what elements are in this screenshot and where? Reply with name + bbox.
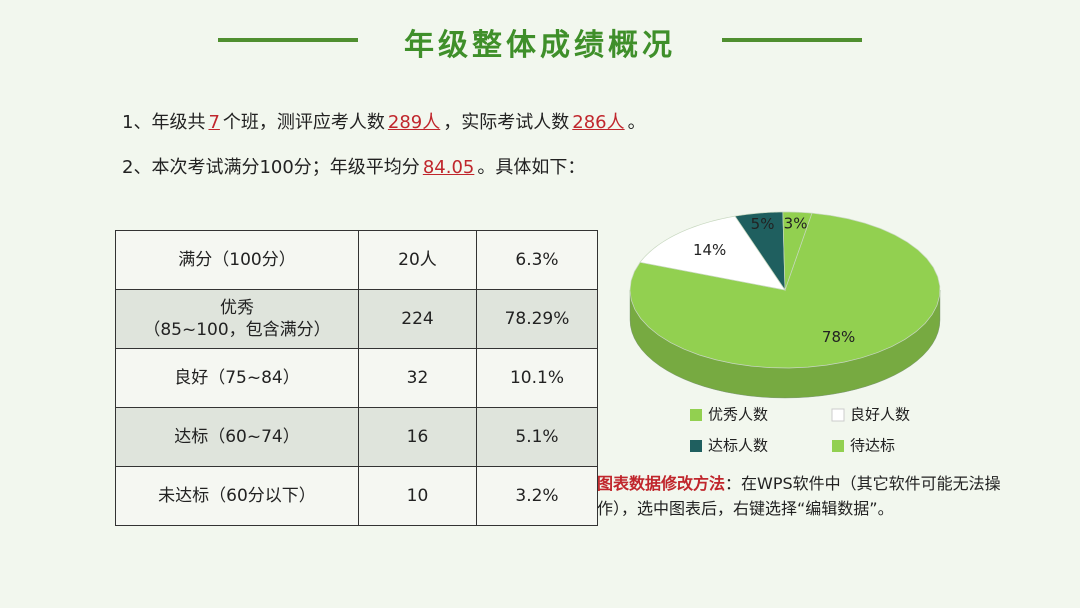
- pie-slice: [782, 211, 813, 291]
- pie-slice: [639, 215, 786, 291]
- summary-line: 1、年级共 7 个班，测评应考人数 289人 ，实际考试人数 286人。: [122, 108, 646, 134]
- note-label: 图表数据修改方法: [597, 474, 726, 493]
- pie-slice: [629, 212, 941, 369]
- table-cell: 达标（60~74）: [115, 407, 359, 467]
- slide-title: 年级整体成绩概况: [404, 28, 676, 63]
- line-text: 。: [627, 112, 646, 133]
- table-cell: 10: [358, 466, 477, 526]
- legend-label: 达标人数: [708, 437, 768, 455]
- data-label: 5%: [751, 215, 775, 233]
- line-text: 。具体如下：: [477, 157, 586, 178]
- highlight-number: 286人: [572, 112, 625, 133]
- line-text: 2、本次考试满分100分；年级平均分: [122, 157, 420, 178]
- table-row: 未达标（60分以下） 10 3.2%: [115, 466, 598, 526]
- note-text: ：在WPS软件中（其它软件可能无法操作），选中图表后，右键选择“编辑数据”。: [597, 474, 1001, 518]
- legend-swatch: [831, 408, 845, 422]
- table-row: 良好（75~84） 32 10.1%: [115, 348, 598, 408]
- legend-label: 优秀人数: [708, 406, 768, 424]
- data-label: 78%: [822, 328, 855, 346]
- table-row: 达标（60~74） 16 5.1%: [115, 407, 598, 467]
- line-text: ，实际考试人数: [443, 112, 570, 133]
- table-cell: 78.29%: [476, 289, 598, 349]
- table-cell: 良好（75~84）: [115, 348, 359, 408]
- highlight-number: 289人: [387, 112, 441, 133]
- table-cell: 20人: [358, 230, 477, 290]
- note: 图表数据修改方法：在WPS软件中（其它软件可能无法操作），选中图表后，右键选择“…: [597, 472, 1007, 522]
- data-label: 3%: [784, 214, 808, 232]
- table-row: 优秀 （85~100，包含满分） 224 78.29%: [115, 289, 598, 349]
- highlight-number: 84.05: [422, 157, 475, 178]
- table-cell: 3.2%: [476, 466, 598, 526]
- title-rule: [218, 38, 358, 42]
- table-cell: 优秀 （85~100，包含满分）: [115, 289, 359, 349]
- score-table: 满分（100分） 20人 6.3% 优秀 （85~100，包含满分） 224 78.29%…: [115, 230, 598, 526]
- summary-line: 2、本次考试满分100分；年级平均分 84.05 。具体如下：: [122, 153, 585, 179]
- legend-label: 良好人数: [850, 406, 910, 424]
- table-cell: 16: [358, 407, 477, 467]
- legend-swatch: [690, 440, 702, 452]
- legend-swatch: [832, 440, 844, 452]
- legend-label: 待达标: [850, 437, 895, 455]
- side-shade: [630, 290, 940, 398]
- title-rule: [722, 38, 862, 42]
- pie-slice: [734, 211, 786, 292]
- line-text: 1、年级共: [122, 112, 206, 133]
- legend-swatch: [690, 409, 702, 421]
- table-cell: 10.1%: [476, 348, 598, 408]
- line-text: 个班，测评应考人数: [222, 112, 385, 133]
- highlight-number: 7: [208, 112, 220, 133]
- data-label: 14%: [693, 241, 726, 259]
- table-cell: 未达标（60分以下）: [115, 466, 359, 526]
